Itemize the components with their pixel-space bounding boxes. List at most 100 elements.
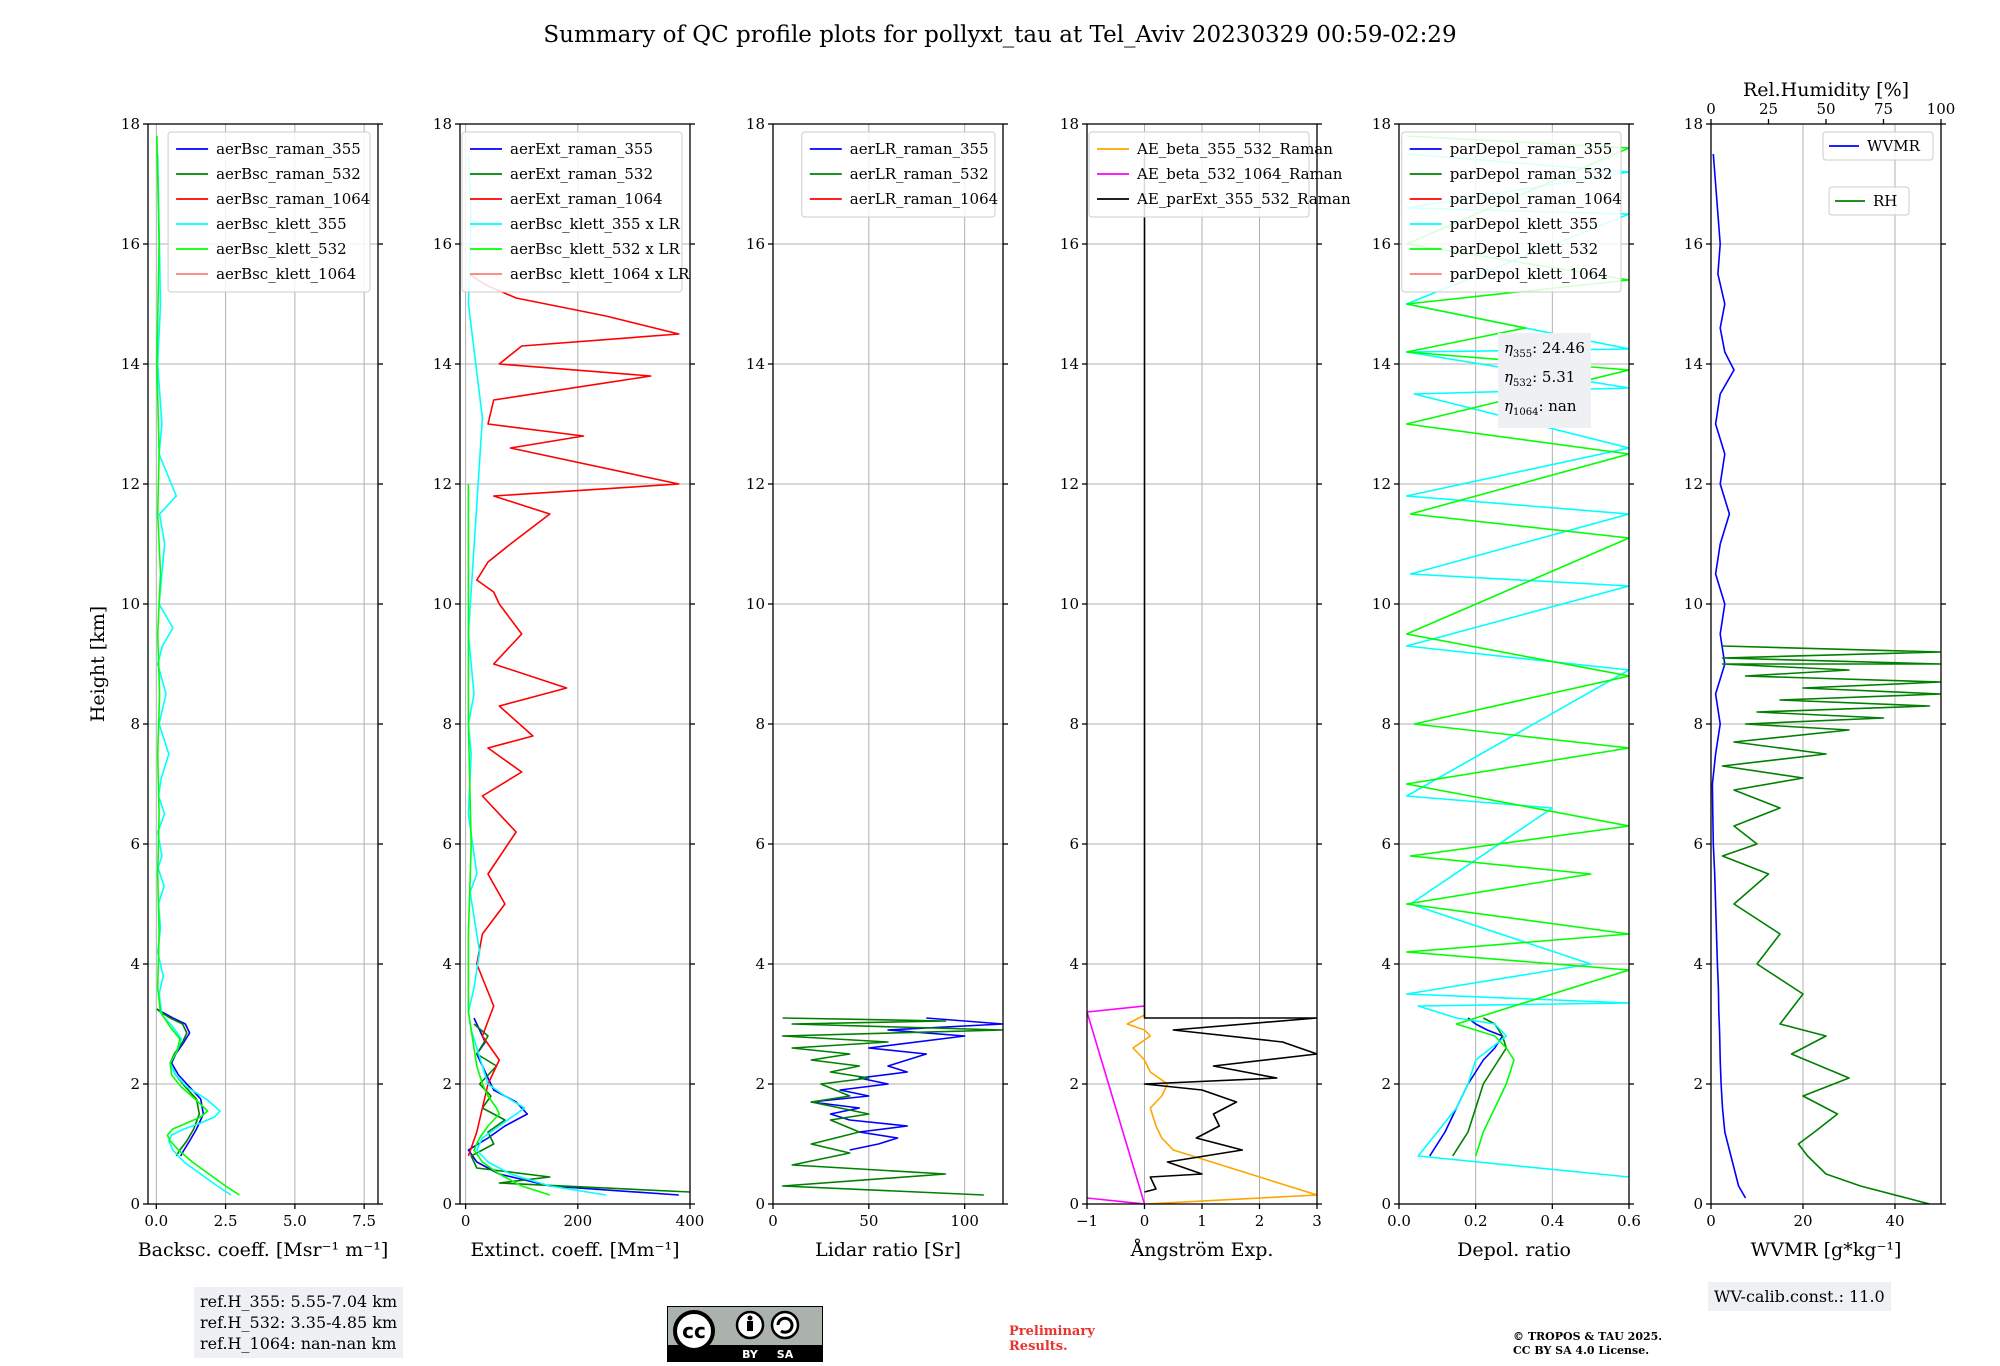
ytick-label: 6 <box>1693 835 1703 853</box>
ytick-label: 12 <box>433 475 452 493</box>
series-line-aerbsc-raman-355 <box>156 1008 205 1157</box>
ytick-label: 14 <box>433 355 452 373</box>
legend-label: aerBsc_klett_1064 x LR <box>510 265 690 283</box>
series-line-aerlr-raman-355 <box>810 1017 1003 1151</box>
ref-height-1064: ref.H_1064: nan-nan km <box>200 1334 397 1353</box>
legend-label: parDepol_raman_532 <box>1450 165 1613 183</box>
legend-frame <box>167 131 371 293</box>
x2-axis-label: Rel.Humidity [%] <box>1743 79 1909 101</box>
legend-label: parDepol_klett_1064 <box>1450 265 1608 283</box>
ytick-label: 0 <box>1381 1195 1391 1213</box>
legend-label: aerBsc_klett_532 <box>216 240 347 258</box>
preliminary-note: Preliminary Results. <box>1009 1324 1095 1354</box>
xtick-label: 20 <box>1793 1212 1812 1230</box>
xtick-label: 1 <box>1197 1212 1207 1230</box>
series-line-pardepol-raman-355 <box>1429 1017 1504 1157</box>
xtick-label: 0.2 <box>1464 1212 1488 1230</box>
legend-box: AE_beta_355_532_Raman AE_beta_532_1064_Ra… <box>1088 131 1351 218</box>
eta-355: η355: 24.46 <box>1504 339 1585 360</box>
ytick-label: 10 <box>1060 595 1079 613</box>
x2tick-label: 25 <box>1759 100 1778 118</box>
xtick-label: −1 <box>1076 1212 1098 1230</box>
xtick-label: 0.0 <box>1387 1212 1411 1230</box>
ytick-label: 16 <box>746 235 765 253</box>
series-line-aerext-raman-1064 <box>467 273 680 1157</box>
x-axis-label: Depol. ratio <box>1457 1239 1571 1261</box>
ytick-label: 18 <box>1684 115 1703 133</box>
ytick-label: 12 <box>1684 475 1703 493</box>
ytick-label: 12 <box>746 475 765 493</box>
series-line-aerext-raman-532 <box>470 1023 690 1193</box>
ytick-label: 0 <box>442 1195 452 1213</box>
x-axis-label: Backsc. coeff. [Msr⁻¹ m⁻¹] <box>138 1239 389 1261</box>
xtick-label: 40 <box>1885 1212 1904 1230</box>
ytick-label: 2 <box>442 1075 452 1093</box>
ref-height-box: ref.H_355: 5.55-7.04 km ref.H_532: 3.35-… <box>194 1287 404 1358</box>
ytick-label: 4 <box>1069 955 1079 973</box>
legend-label: aerExt_raman_1064 <box>510 190 663 208</box>
legend-box: WVMR <box>1822 131 1934 161</box>
ytick-label: 14 <box>1060 355 1079 373</box>
legend-box: aerExt_raman_355 aerExt_raman_532 aerExt_r… <box>461 131 690 293</box>
xtick-label: 0.4 <box>1540 1212 1564 1230</box>
legend-label: aerLR_raman_355 <box>850 140 989 158</box>
series-line-ae-parext-355-532-raman <box>1143 154 1317 1193</box>
xtick-label: 200 <box>563 1212 592 1230</box>
legend-label: RH <box>1873 192 1897 210</box>
ytick-label: 14 <box>1684 355 1703 373</box>
ytick-label: 18 <box>746 115 765 133</box>
wv-calib-text: WV-calib.const.: 11.0 <box>1714 1287 1885 1306</box>
ytick-label: 0 <box>1693 1195 1703 1213</box>
series-line-aerbsc-klett-532 <box>156 135 240 1196</box>
series-line-pardepol-raman-532 <box>1452 1017 1508 1157</box>
legend-label: WVMR <box>1867 137 1921 155</box>
xtick-label: 50 <box>859 1212 878 1230</box>
x-axis-label: Extinct. coeff. [Mm⁻¹] <box>470 1239 679 1261</box>
ytick-label: 14 <box>1372 355 1391 373</box>
ytick-label: 2 <box>755 1075 765 1093</box>
copyright-note: © TROPOS & TAU 2025. CC BY SA 4.0 Licens… <box>1513 1330 1663 1357</box>
series-line-aerbsc-klett-532-x-lr <box>467 484 551 1196</box>
ytick-label: 14 <box>121 355 140 373</box>
legend-label: aerLR_raman_1064 <box>850 190 998 208</box>
legend-label: aerBsc_klett_1064 <box>216 265 356 283</box>
figure-title: Summary of QC profile plots for pollyxt_… <box>543 22 1457 48</box>
ytick-label: 4 <box>1693 955 1703 973</box>
x-axis-label: Lidar ratio [Sr] <box>815 1239 961 1261</box>
ytick-label: 6 <box>1069 835 1079 853</box>
axes-frame <box>1398 123 1630 1205</box>
ytick-label: 10 <box>1372 595 1391 613</box>
legend-box: RH <box>1828 186 1910 216</box>
ytick-label: 4 <box>1381 955 1391 973</box>
chart-panel-2: 0 2 4 6 8 10 12 14 16 18 0 200 400 Extinct. coeff. [M… <box>433 115 704 1261</box>
axes-frame <box>459 123 691 1205</box>
ytick-label: 18 <box>1372 115 1391 133</box>
ytick-label: 10 <box>746 595 765 613</box>
cc-sa-text: SA <box>777 1348 794 1361</box>
legend-label: aerBsc_raman_532 <box>216 165 361 183</box>
legend-label: aerBsc_raman_1064 <box>216 190 370 208</box>
legend-label: aerExt_raman_532 <box>510 165 653 183</box>
ytick-label: 2 <box>1693 1075 1703 1093</box>
xtick-label: 2 <box>1255 1212 1265 1230</box>
ytick-label: 8 <box>442 715 452 733</box>
series-line-wvmr <box>1711 153 1747 1199</box>
legend-frame <box>461 131 683 293</box>
series-group <box>1711 153 1941 1204</box>
xtick-label: 0 <box>461 1212 471 1230</box>
eta-box: η355: 24.46 η532: 5.31 η1064: nan <box>1498 333 1591 428</box>
xtick-label: 5.0 <box>283 1212 307 1230</box>
legend-label: AE_beta_355_532_Raman <box>1136 140 1333 158</box>
ytick-label: 4 <box>130 955 140 973</box>
ytick-label: 8 <box>755 715 765 733</box>
xtick-label: 0.0 <box>144 1212 168 1230</box>
legend-label: parDepol_raman_355 <box>1450 140 1613 158</box>
series-group <box>781 1017 1003 1196</box>
ytick-label: 16 <box>121 235 140 253</box>
ytick-label: 12 <box>121 475 140 493</box>
wv-calib-box: WV-calib.const.: 11.0 <box>1708 1282 1891 1311</box>
ytick-label: 16 <box>1684 235 1703 253</box>
legend-box: parDepol_raman_355 parDepol_raman_532 parD… <box>1401 131 1622 293</box>
series-line-aerbsc-klett-355-x-lr <box>467 153 607 1196</box>
